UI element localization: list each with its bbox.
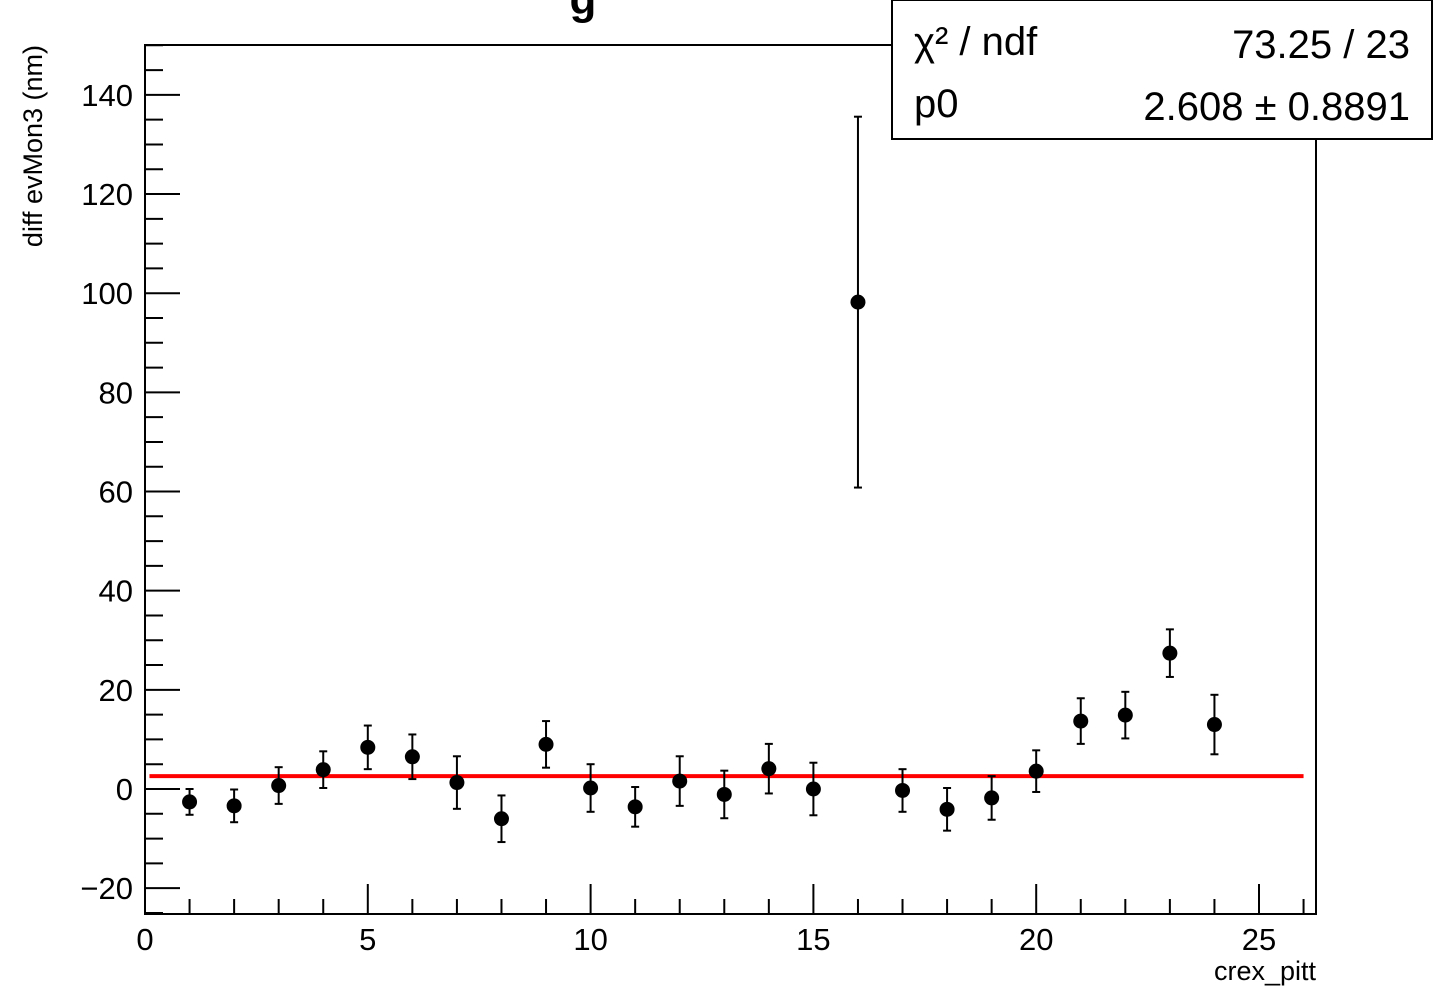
data-point [182, 794, 198, 810]
data-points-group [182, 115, 1222, 844]
data-point [1162, 645, 1178, 661]
data-point [449, 775, 465, 791]
x-tick-label: 25 [1242, 922, 1276, 957]
data-point [939, 801, 955, 817]
data-point [583, 780, 599, 796]
data-point [226, 798, 242, 814]
x-tick-label: 20 [1019, 922, 1053, 957]
y-tick-label: 40 [99, 574, 133, 609]
y-tick-label: 120 [81, 177, 133, 212]
data-point [850, 294, 866, 310]
data-point [761, 761, 777, 777]
x-tick-label: 0 [136, 922, 153, 957]
data-point [1028, 763, 1044, 779]
stats-p0-label: p0 [914, 82, 959, 126]
data-point [716, 786, 732, 802]
chart-title: g [570, 0, 597, 24]
data-point [895, 782, 911, 798]
data-point [538, 736, 554, 752]
y-tick-label: 60 [99, 475, 133, 510]
data-point [360, 739, 376, 755]
x-axis-title: crex_pitt [1214, 956, 1317, 986]
stats-chi2-label: χ² / ndf [914, 20, 1038, 64]
data-point [627, 799, 643, 815]
y-tick-label: 140 [81, 78, 133, 113]
stats-chi2-value: 73.25 / 23 [1232, 23, 1410, 67]
x-tick-label: 15 [796, 922, 830, 957]
x-tick-label: 10 [573, 922, 607, 957]
data-point [805, 781, 821, 797]
y-tick-label: 0 [116, 772, 133, 807]
data-point [1073, 713, 1089, 729]
data-point [1117, 707, 1133, 723]
data-point [984, 790, 1000, 806]
y-tick-label: −20 [80, 871, 133, 906]
x-tick-label: 5 [359, 922, 376, 957]
y-tick-label: 20 [99, 673, 133, 708]
data-point [315, 762, 331, 778]
plot-border [144, 44, 1317, 915]
stats-box: χ² / ndf 73.25 / 23 p0 2.608 ± 0.8891 [891, 0, 1433, 140]
y-tick-label: 80 [99, 375, 133, 410]
y-axis-title: diff evMon3 (nm) [18, 45, 48, 247]
data-point [1206, 717, 1222, 733]
data-point [404, 749, 420, 765]
stats-p0-value: 2.608 ± 0.8891 [1143, 85, 1410, 129]
data-point [271, 778, 287, 794]
y-tick-label: 100 [81, 276, 133, 311]
data-point [493, 811, 509, 827]
stats-box-frame [891, 0, 1433, 140]
data-point [672, 773, 688, 789]
